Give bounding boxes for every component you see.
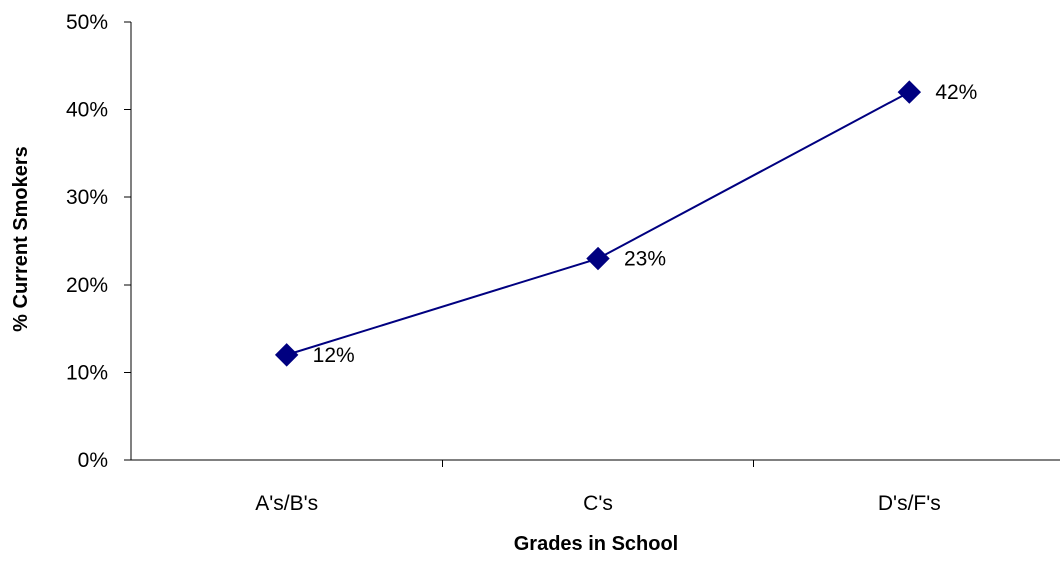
y-tick-label: 40% — [66, 99, 108, 122]
x-tick-label: D's/F's — [878, 492, 941, 515]
x-axis-title: Grades in School — [514, 533, 678, 555]
data-point-marker — [274, 343, 299, 367]
y-tick-label: 50% — [66, 11, 108, 34]
y-tick-label: 10% — [66, 361, 108, 384]
series-group: 12% 23% 42% — [274, 80, 977, 367]
data-point-marker — [897, 80, 922, 104]
data-point-marker — [586, 246, 610, 271]
x-axis: A's/B's C's D's/F's — [124, 459, 1060, 515]
y-tick-label: 20% — [66, 274, 108, 297]
series-line — [286, 91, 910, 356]
y-tick-label: 0% — [78, 449, 108, 472]
x-tick-label: A's/B's — [255, 492, 318, 515]
data-label: 12% — [313, 344, 355, 367]
y-axis-title: % Current Smokers — [10, 146, 32, 332]
data-label: 23% — [624, 248, 666, 271]
x-tick-label: C's — [583, 492, 613, 515]
y-tick-label: 30% — [66, 186, 108, 209]
data-label: 42% — [935, 81, 977, 104]
y-axis: 0% 10% 20% 30% 40% 50% — [66, 11, 132, 472]
